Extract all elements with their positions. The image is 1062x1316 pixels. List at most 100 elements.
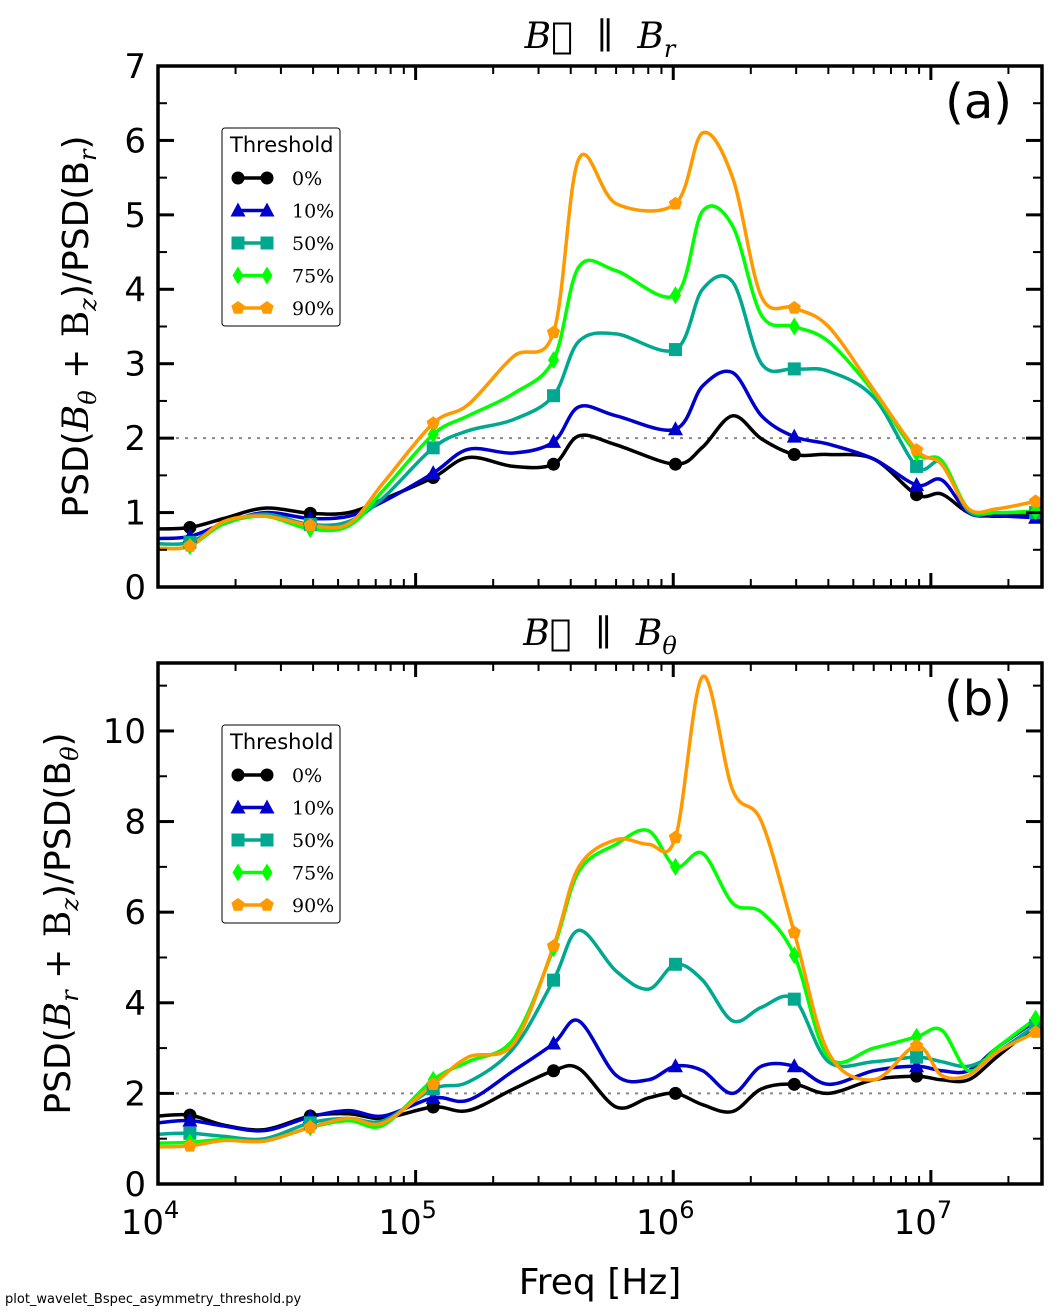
data-point-50pct — [547, 973, 561, 987]
title-vector: B⃗ — [522, 613, 571, 654]
legend-marker — [261, 266, 273, 285]
legend-marker — [231, 768, 245, 782]
data-point-0pct — [668, 457, 682, 471]
panel-label: (b) — [944, 671, 1012, 727]
data-point-10pct — [182, 1112, 198, 1127]
panel-label: (a) — [945, 74, 1012, 130]
data-point-90pct — [909, 443, 924, 456]
legend-marker — [261, 863, 273, 882]
y-tick-label: 7 — [124, 47, 146, 87]
title-b: B — [635, 613, 662, 654]
y-axis-label-part: + B — [38, 911, 79, 991]
x-tick-exp: 4 — [164, 1196, 179, 1224]
y-axis-label-part: )/PSD(B — [38, 761, 79, 898]
data-point-75pct — [427, 425, 439, 444]
data-point-0pct — [787, 1077, 801, 1091]
legend-entry-10pct: 10% — [292, 201, 334, 223]
data-point-90pct — [668, 196, 683, 210]
y-tick-label: 4 — [124, 270, 146, 310]
data-point-90pct — [183, 1138, 197, 1152]
data-point-0pct — [668, 1086, 682, 1100]
data-point-90pct — [546, 939, 561, 952]
chart-title: B⃗ ∥ Br — [524, 16, 677, 63]
y-tick-label: 3 — [124, 345, 146, 385]
y-axis-label-part: z — [56, 898, 84, 912]
x-tick-exp: 5 — [422, 1196, 437, 1224]
y-axis-label-part: z — [74, 298, 102, 312]
y-axis-label-part: PSD( — [56, 431, 97, 517]
y-axis-label-part: B — [56, 405, 97, 432]
legend-marker — [232, 863, 244, 882]
data-point-50pct — [910, 459, 924, 473]
y-tick-label: 0 — [124, 1165, 146, 1205]
y-axis-label-part: + B — [56, 311, 97, 391]
data-point-10pct — [667, 1058, 683, 1073]
legend-marker — [231, 833, 245, 847]
data-point-10pct — [786, 1058, 802, 1073]
legend-box — [221, 127, 341, 327]
x-tick-base: 10 — [636, 1203, 679, 1243]
legend: Threshold 0% 10% 50% 75% 90% — [221, 127, 341, 327]
legend-entry-50pct: 50% — [292, 830, 334, 852]
data-point-75pct — [669, 286, 681, 305]
title-parallel: ∥ — [595, 613, 612, 654]
data-point-90pct — [909, 1038, 924, 1052]
series-line-90pct — [158, 674, 1037, 1149]
data-point-75pct — [1030, 1009, 1042, 1028]
data-point-90pct — [787, 925, 801, 939]
legend-marker — [260, 833, 274, 847]
data-point-75pct — [788, 946, 800, 965]
plot-frame — [156, 661, 1044, 1186]
data-point-0pct — [547, 457, 561, 471]
y-tick-label: 4 — [124, 984, 146, 1024]
x-tick-label: 107 — [894, 1196, 953, 1243]
legend-marker — [230, 799, 246, 814]
y-tick-label: 6 — [124, 893, 146, 933]
data-point-0pct — [183, 520, 197, 534]
data-point-90pct — [787, 300, 801, 314]
data-point-10pct — [909, 1058, 925, 1073]
data-point-0pct — [910, 1069, 924, 1083]
legend-marker — [230, 202, 246, 217]
legend-entry-0pct: 0% — [292, 765, 322, 787]
data-point-0pct — [787, 448, 801, 462]
x-tick-exp: 6 — [679, 1196, 694, 1224]
x-axis-label: Freq [Hz] — [519, 1262, 682, 1303]
x-tick-label: 106 — [636, 1196, 695, 1243]
data-point-10pct — [546, 433, 562, 448]
x-tick-exp: 7 — [937, 1196, 952, 1224]
legend: Threshold 0% 10% 50% 75% 90% — [221, 724, 341, 924]
data-point-50pct — [787, 362, 801, 376]
legend-entry-90pct: 90% — [292, 895, 334, 917]
data-point-0pct — [547, 1064, 561, 1078]
data-point-50pct — [183, 1126, 197, 1140]
legend-marker — [231, 171, 245, 185]
legend-entry-90pct: 90% — [292, 298, 334, 320]
data-point-10pct — [909, 477, 925, 492]
legend-marker — [260, 898, 274, 911]
legend-marker — [231, 236, 245, 250]
y-tick-label: 5 — [124, 196, 146, 236]
x-tick-base: 10 — [894, 1203, 937, 1243]
legend-title: Threshold — [229, 730, 334, 754]
legend-entry-50pct: 50% — [292, 233, 334, 255]
data-point-10pct — [425, 465, 441, 480]
legend-entry-10pct: 10% — [292, 798, 334, 820]
data-point-75pct — [669, 857, 681, 876]
legend-marker — [232, 266, 244, 285]
chart-title: B⃗ ∥ Bθ — [522, 613, 677, 660]
y-axis-label-part: ) — [56, 135, 97, 149]
y-axis-label-part: r — [56, 989, 84, 1002]
series-line-90pct — [158, 130, 1036, 551]
data-point-0pct — [910, 488, 924, 502]
legend-title: Threshold — [229, 133, 334, 157]
x-tick-label: 104 — [121, 1196, 180, 1243]
data-point-50pct — [668, 343, 682, 357]
legend-marker — [260, 236, 274, 250]
data-point-90pct — [546, 325, 561, 339]
data-point-50pct — [910, 1050, 924, 1064]
data-point-10pct — [425, 1089, 441, 1104]
y-tick-label: 0 — [124, 568, 146, 608]
